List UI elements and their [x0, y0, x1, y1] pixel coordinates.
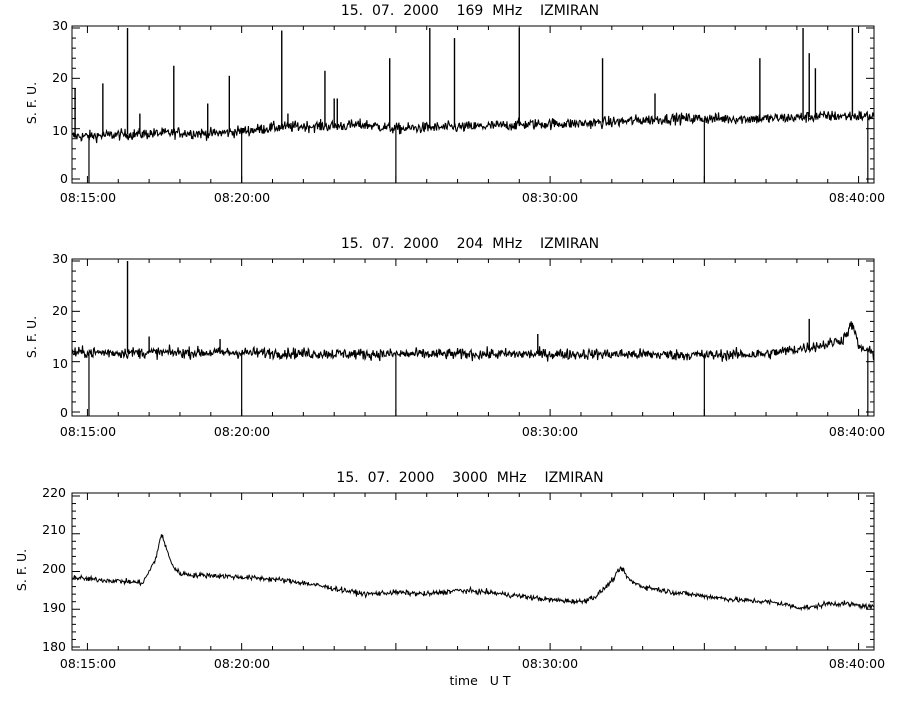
panel-169mhz: 15. 07. 2000 169 MHz IZMIRAN S. F. U. 08… [24, 3, 885, 205]
panel-169mhz-frame [71, 25, 875, 184]
panel-3000mhz-frame [71, 492, 875, 651]
panel-204mhz-xtick-0815: 08:15:00 [60, 424, 116, 439]
panel-3000mhz-xtick-0840: 08:40:00 [829, 656, 885, 671]
panel-3000mhz-ylabel: S. F. U. [14, 549, 29, 591]
panel-3000mhz-ytick-190: 190 [42, 600, 66, 615]
panel-3000mhz-ytick-220: 220 [42, 485, 66, 500]
panel-169mhz-ticks [72, 26, 874, 183]
panel-3000mhz-ticks [72, 493, 874, 650]
panel-169mhz-xtick-0820: 08:20:00 [214, 190, 270, 205]
panel-3000mhz-xtick-0820: 08:20:00 [214, 656, 270, 671]
panel-169mhz-ytick-20: 20 [52, 70, 68, 85]
panel-3000mhz-ytick-200: 200 [42, 561, 66, 576]
panel-204mhz-frame [71, 258, 875, 417]
panel-3000mhz-ytick-180: 180 [42, 639, 66, 654]
panel-169mhz-xtick-0815: 08:15:00 [60, 190, 116, 205]
panel-204mhz-xtick-0830: 08:30:00 [522, 424, 578, 439]
panel-204mhz-xtick-0820: 08:20:00 [214, 424, 270, 439]
panel-204mhz-ytick-20: 20 [52, 303, 68, 318]
panel-204mhz-title: 15. 07. 2000 204 MHz IZMIRAN [341, 236, 599, 252]
x-axis-label: time U T [450, 673, 511, 688]
series-line-2-0 [71, 534, 875, 612]
panel-204mhz-xtick-0840: 08:40:00 [829, 424, 885, 439]
panel-3000mhz-xtick-0830: 08:30:00 [522, 656, 578, 671]
panel-169mhz-xtick-0840: 08:40:00 [829, 190, 885, 205]
panel-3000mhz-xtick-0815: 08:15:00 [60, 656, 116, 671]
panel-3000mhz-ytick-210: 210 [42, 522, 66, 537]
panel-169mhz-ytick-30: 30 [52, 18, 68, 33]
panel-169mhz-ytick-0: 0 [60, 171, 68, 186]
panel-169mhz-ytick-10: 10 [52, 123, 68, 138]
panel-204mhz-ytick-10: 10 [52, 356, 68, 371]
panel-204mhz-ytick-0: 0 [60, 405, 68, 420]
panel-204mhz-ylabel: S. F. U. [24, 316, 39, 358]
panel-169mhz-plot [71, 28, 875, 183]
panel-204mhz-plot [71, 261, 875, 416]
panel-169mhz-xtick-0830: 08:30:00 [522, 190, 578, 205]
panel-3000mhz-plot [71, 534, 875, 612]
panel-169mhz-ylabel: S. F. U. [24, 82, 39, 124]
panel-3000mhz: 15. 07. 2000 3000 MHz IZMIRAN S. F. U. 0… [14, 470, 885, 671]
series-line-1-0 [71, 321, 875, 362]
panel-204mhz: 15. 07. 2000 204 MHz IZMIRAN S. F. U. 08… [24, 236, 885, 439]
panel-3000mhz-title: 15. 07. 2000 3000 MHz IZMIRAN [336, 470, 603, 486]
panel-169mhz-title: 15. 07. 2000 169 MHz IZMIRAN [341, 3, 599, 19]
series-line-0-0 [71, 110, 875, 144]
panel-204mhz-ticks [72, 259, 874, 416]
panel-204mhz-ytick-30: 30 [52, 251, 68, 266]
